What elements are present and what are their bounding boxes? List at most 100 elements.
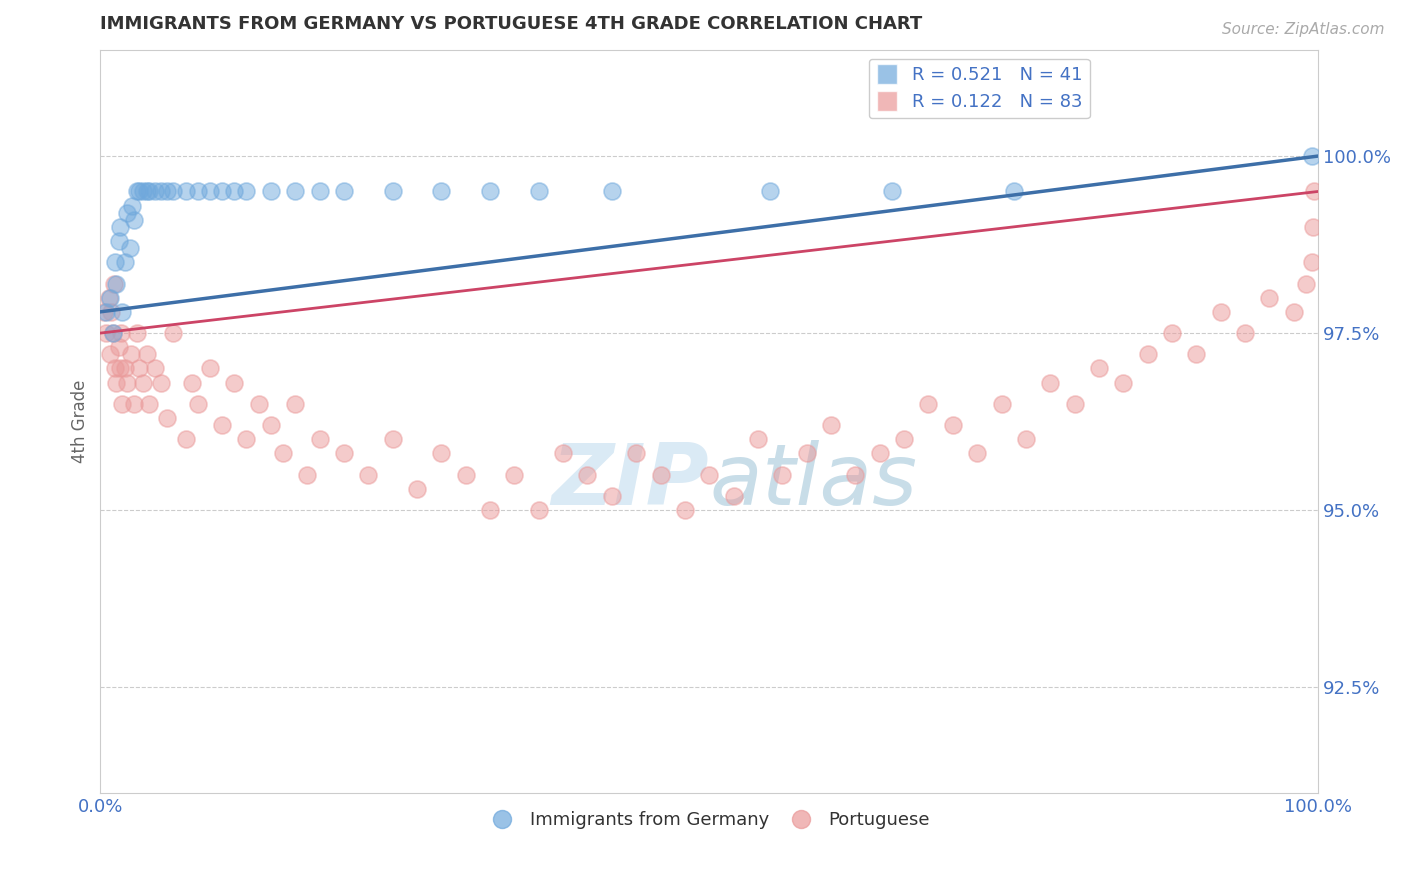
- Point: [1063, 397, 1085, 411]
- Text: IMMIGRANTS FROM GERMANY VS PORTUGUESE 4TH GRADE CORRELATION CHART: IMMIGRANTS FROM GERMANY VS PORTUGUESE 4T…: [100, 15, 922, 33]
- Point: [224, 185, 246, 199]
- Point: [1303, 185, 1326, 199]
- Point: [235, 185, 257, 199]
- Point: [118, 241, 141, 255]
- Point: [1258, 291, 1281, 305]
- Point: [624, 446, 647, 460]
- Point: [284, 397, 307, 411]
- Point: [260, 418, 283, 433]
- Point: [942, 418, 965, 433]
- Point: [101, 326, 124, 340]
- Point: [98, 291, 121, 305]
- Point: [143, 185, 166, 199]
- Point: [1234, 326, 1257, 340]
- Point: [600, 185, 623, 199]
- Point: [150, 185, 173, 199]
- Point: [180, 376, 202, 390]
- Point: [917, 397, 939, 411]
- Point: [174, 432, 197, 446]
- Point: [869, 446, 891, 460]
- Point: [162, 326, 184, 340]
- Point: [138, 397, 160, 411]
- Point: [121, 199, 143, 213]
- Point: [381, 185, 404, 199]
- Point: [723, 489, 745, 503]
- Point: [260, 185, 283, 199]
- Point: [103, 277, 125, 291]
- Point: [1039, 376, 1062, 390]
- Point: [211, 185, 233, 199]
- Point: [1295, 277, 1317, 291]
- Point: [893, 432, 915, 446]
- Point: [503, 467, 526, 482]
- Point: [101, 326, 124, 340]
- Point: [128, 361, 150, 376]
- Point: [108, 219, 131, 234]
- Point: [96, 305, 118, 319]
- Point: [1161, 326, 1184, 340]
- Point: [105, 376, 128, 390]
- Point: [135, 347, 157, 361]
- Point: [198, 185, 221, 199]
- Point: [1015, 432, 1038, 446]
- Point: [111, 305, 134, 319]
- Text: atlas: atlas: [709, 440, 917, 523]
- Point: [115, 205, 138, 219]
- Point: [430, 446, 453, 460]
- Point: [125, 185, 148, 199]
- Point: [93, 305, 115, 319]
- Point: [198, 361, 221, 376]
- Point: [108, 361, 131, 376]
- Point: [479, 185, 502, 199]
- Point: [1088, 361, 1111, 376]
- Point: [132, 185, 155, 199]
- Point: [111, 397, 134, 411]
- Point: [284, 185, 307, 199]
- Point: [224, 376, 246, 390]
- Point: [104, 361, 127, 376]
- Point: [1282, 305, 1305, 319]
- Point: [1185, 347, 1208, 361]
- Point: [115, 376, 138, 390]
- Point: [770, 467, 793, 482]
- Point: [162, 185, 184, 199]
- Point: [990, 397, 1012, 411]
- Point: [143, 361, 166, 376]
- Point: [381, 432, 404, 446]
- Point: [174, 185, 197, 199]
- Point: [1302, 219, 1324, 234]
- Point: [128, 185, 150, 199]
- Point: [880, 185, 903, 199]
- Point: [406, 482, 429, 496]
- Point: [747, 432, 769, 446]
- Point: [1301, 149, 1323, 163]
- Point: [100, 305, 122, 319]
- Point: [124, 397, 146, 411]
- Point: [820, 418, 842, 433]
- Point: [271, 446, 294, 460]
- Point: [107, 340, 129, 354]
- Point: [527, 503, 550, 517]
- Legend: Immigrants from Germany, Portuguese: Immigrants from Germany, Portuguese: [481, 804, 938, 837]
- Point: [527, 185, 550, 199]
- Point: [138, 185, 160, 199]
- Point: [235, 432, 257, 446]
- Point: [430, 185, 453, 199]
- Point: [697, 467, 720, 482]
- Point: [454, 467, 477, 482]
- Text: ZIP: ZIP: [551, 440, 709, 523]
- Point: [135, 185, 157, 199]
- Point: [114, 255, 136, 269]
- Point: [1136, 347, 1159, 361]
- Point: [110, 326, 132, 340]
- Point: [297, 467, 319, 482]
- Point: [105, 277, 128, 291]
- Point: [600, 489, 623, 503]
- Point: [966, 446, 988, 460]
- Point: [211, 418, 233, 433]
- Point: [98, 347, 121, 361]
- Point: [650, 467, 672, 482]
- Point: [308, 185, 330, 199]
- Point: [673, 503, 696, 517]
- Point: [107, 234, 129, 248]
